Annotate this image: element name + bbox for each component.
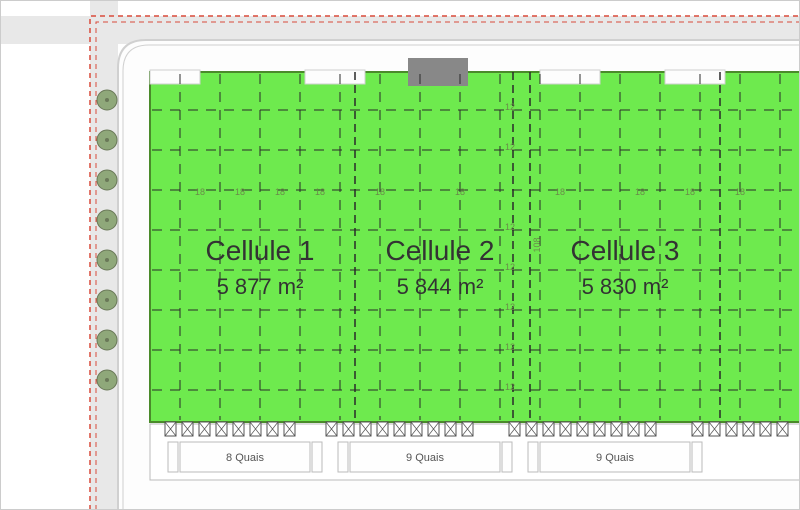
dim-label: 12 bbox=[505, 382, 515, 392]
entrance-pad bbox=[408, 58, 468, 86]
dim-label: 12 bbox=[505, 262, 515, 272]
dim-label: 18 bbox=[555, 187, 565, 197]
dim-label: 18 bbox=[735, 187, 745, 197]
dim-label: 18 bbox=[685, 187, 695, 197]
quai-label: 8 Quais bbox=[226, 452, 264, 464]
dim-label: 12 bbox=[505, 302, 515, 312]
dim-label: 18 bbox=[635, 187, 645, 197]
quai-label: 9 Quais bbox=[406, 452, 444, 464]
cell-name: Cellule 2 bbox=[386, 235, 495, 266]
dim-label: 12 bbox=[505, 142, 515, 152]
dim-label: 18 bbox=[235, 187, 245, 197]
dim-label: 12 bbox=[505, 342, 515, 352]
quai-label: 9 Quais bbox=[596, 452, 634, 464]
dim-label: 18 bbox=[315, 187, 325, 197]
dim-label: 18 bbox=[195, 187, 205, 197]
cell-name: Cellule 1 bbox=[206, 235, 315, 266]
dock-strip: 8 Quais 9 Quais 9 Quais bbox=[150, 422, 800, 480]
cell-area: 5 844 m² bbox=[397, 274, 484, 299]
dim-label: 12 bbox=[505, 222, 515, 232]
dim-label: 18 bbox=[275, 187, 285, 197]
cell-name: Cellule 3 bbox=[571, 235, 680, 266]
dim-label: 12 bbox=[505, 102, 515, 112]
site-plan: 18 18 18 18 18 18 18 18 18 18 12 12 12 12 12 12 12 108 Cel… bbox=[0, 0, 800, 510]
dim-label: 18 bbox=[375, 187, 385, 197]
dim-label: 18 bbox=[455, 187, 465, 197]
cell-area: 5 877 m² bbox=[217, 274, 304, 299]
cell-area: 5 830 m² bbox=[582, 274, 669, 299]
dim-label: 108 bbox=[532, 237, 542, 252]
